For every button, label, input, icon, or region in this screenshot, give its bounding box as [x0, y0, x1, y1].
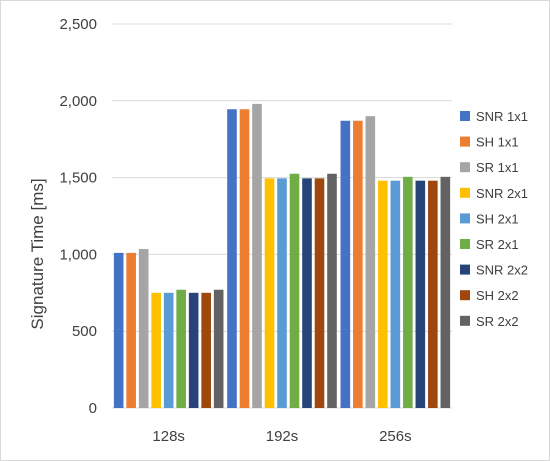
bar	[289, 173, 300, 408]
bar	[378, 180, 388, 408]
legend-label: SNR 2x2	[476, 263, 528, 278]
bar	[252, 103, 262, 408]
bar	[176, 289, 186, 408]
bar	[327, 173, 337, 408]
x-tick-label: 128s	[152, 428, 185, 445]
bar	[201, 292, 211, 408]
bars	[113, 103, 451, 409]
bar	[415, 180, 426, 408]
bar	[403, 176, 413, 408]
bar	[126, 252, 136, 408]
x-tick-label: 192s	[266, 428, 299, 445]
bar	[277, 178, 287, 408]
bar	[138, 249, 149, 408]
bar	[314, 178, 325, 408]
bar	[390, 180, 401, 408]
x-axis-ticks: 128s 192s 256s	[152, 428, 411, 445]
legend-label: SR 2x1	[476, 237, 519, 252]
bar	[213, 289, 224, 408]
y-tick-label: 1,000	[59, 246, 97, 263]
bar	[239, 109, 250, 409]
legend-swatch	[460, 136, 470, 147]
bar	[227, 109, 237, 409]
y-tick-label: 2,500	[59, 16, 97, 33]
legend-swatch	[460, 213, 470, 224]
y-tick-label: 0	[89, 400, 97, 417]
y-axis-ticks: 0 500 1,000 1,500 2,000 2,500	[59, 16, 97, 417]
legend-label: SH 2x2	[476, 288, 519, 303]
legend-swatch	[460, 315, 470, 326]
bar	[302, 178, 312, 408]
legend-label: SH 1x1	[476, 135, 519, 150]
y-axis-label: Signature Time [ms]	[28, 178, 47, 329]
legend-swatch	[460, 162, 470, 173]
legend-label: SR 2x2	[476, 314, 519, 329]
legend-label: SR 1x1	[476, 160, 519, 175]
bar	[264, 178, 275, 408]
x-tick-label: 256s	[379, 428, 412, 445]
bar	[440, 176, 451, 408]
legend-swatch	[460, 239, 470, 249]
legend-swatch	[460, 187, 470, 198]
legend: SNR 1x1 SH 1x1 SR 1x1 SNR 2x1 SH 2x1 SR 2x1 SN…	[460, 109, 528, 329]
legend-swatch	[460, 290, 470, 301]
y-tick-label: 500	[72, 323, 97, 340]
bar	[428, 180, 438, 408]
bar	[163, 292, 174, 408]
bar	[188, 292, 199, 408]
bar	[151, 292, 161, 408]
y-tick-label: 2,000	[59, 93, 97, 110]
legend-swatch	[460, 264, 470, 275]
y-tick-label: 1,500	[59, 170, 97, 187]
bar	[113, 252, 124, 408]
legend-swatch	[460, 111, 470, 121]
legend-label: SNR 2x1	[476, 186, 528, 201]
bar	[353, 120, 363, 408]
legend-label: SNR 1x1	[476, 109, 528, 124]
legend-label: SH 2x1	[476, 211, 519, 226]
bar	[340, 120, 351, 408]
bar	[365, 116, 376, 408]
